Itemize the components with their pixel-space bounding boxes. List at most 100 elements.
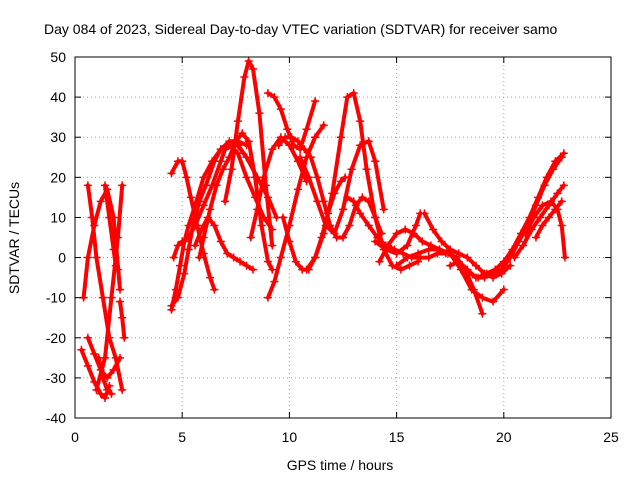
y-tick-label: 20 (50, 169, 66, 185)
data-point-marker (169, 253, 178, 262)
data-point-marker (553, 189, 562, 198)
data-point-marker (92, 253, 101, 262)
data-point-marker (176, 261, 185, 270)
data-point-marker (191, 241, 200, 250)
data-point-marker (118, 385, 127, 394)
data-point-marker (178, 237, 187, 246)
data-point-marker (396, 265, 405, 274)
axis-ticks (74, 56, 612, 419)
data-point-marker (116, 285, 125, 294)
data-point-marker (302, 265, 311, 274)
data-point-marker (420, 209, 429, 218)
data-point-marker (242, 153, 251, 162)
data-point-marker (381, 245, 390, 254)
data-point-marker (276, 105, 285, 114)
data-point-marker (255, 109, 264, 118)
data-point-marker (551, 157, 560, 166)
series-arc-10 (167, 157, 219, 294)
data-point-marker (478, 309, 487, 318)
x-tick-label: 25 (603, 429, 619, 445)
data-point-marker (546, 197, 555, 206)
data-point-marker (216, 145, 225, 154)
data-point-marker (246, 233, 255, 242)
series-arc-18 (263, 121, 328, 302)
data-point-marker (101, 181, 110, 190)
data-point-marker (248, 265, 257, 274)
data-point-marker (83, 361, 92, 370)
data-point-marker (371, 157, 380, 166)
data-point-marker (233, 117, 242, 126)
data-point-marker (349, 89, 358, 98)
data-point-marker (248, 65, 257, 74)
data-point-marker (311, 133, 320, 142)
series-arc-7 (116, 297, 129, 342)
data-point-marker (184, 245, 193, 254)
data-point-marker (328, 189, 337, 198)
data-point-marker (557, 197, 566, 206)
series-line (193, 215, 255, 272)
data-point-marker (521, 229, 530, 238)
data-point-marker (560, 253, 569, 262)
y-tick-label: 40 (50, 89, 66, 105)
data-point-marker (416, 253, 425, 262)
data-point-marker (195, 197, 204, 206)
data-point-marker (403, 241, 412, 250)
data-point-marker (403, 253, 412, 262)
data-point-marker (109, 245, 118, 254)
data-point-marker (300, 145, 309, 154)
data-point-marker (375, 257, 384, 266)
data-point-marker (218, 165, 227, 174)
data-point-marker (379, 205, 388, 214)
y-axis-title: SDTVAR / TECUs (6, 182, 22, 294)
data-point-marker (180, 269, 189, 278)
data-point-marker (101, 393, 110, 402)
data-point-marker (244, 57, 253, 66)
series-arc-23 (343, 193, 450, 262)
series-line (248, 135, 309, 240)
data-point-marker (182, 173, 191, 182)
data-point-marker (347, 165, 356, 174)
data-point-marker (414, 249, 423, 258)
x-tick-label: 15 (389, 429, 405, 445)
data-point-marker (371, 237, 380, 246)
data-point-marker (120, 333, 129, 342)
data-point-marker (107, 293, 116, 302)
data-point-marker (356, 141, 365, 150)
data-point-marker (482, 269, 491, 278)
data-point-marker (489, 297, 498, 306)
y-tick-label: 0 (58, 250, 66, 266)
data-point-marker (319, 121, 328, 130)
data-point-marker (118, 313, 127, 322)
data-point-marker (304, 173, 313, 182)
x-tick-label: 20 (496, 429, 512, 445)
data-point-marker (173, 293, 182, 302)
data-point-marker (330, 229, 339, 238)
series-arc-22 (296, 137, 388, 238)
x-tick-label: 5 (178, 429, 186, 445)
data-point-marker (96, 389, 105, 398)
data-point-marker (94, 353, 103, 362)
data-point-marker (356, 117, 365, 126)
data-point-marker (463, 253, 472, 262)
data-point-marker (467, 285, 476, 294)
data-point-marker (454, 249, 463, 258)
data-point-marker (98, 373, 107, 382)
data-point-marker (103, 385, 112, 394)
data-point-marker (227, 165, 236, 174)
series-arc-6 (101, 181, 122, 274)
data-point-marker (491, 265, 500, 274)
data-point-marker (257, 221, 266, 230)
data-point-marker (446, 245, 455, 254)
series-layer (77, 57, 569, 402)
x-tick-label: 10 (282, 429, 298, 445)
y-tick-label: -30 (46, 370, 66, 386)
data-point-marker (178, 157, 187, 166)
data-point-marker (242, 173, 251, 182)
data-point-marker (392, 229, 401, 238)
data-point-marker (83, 181, 92, 190)
data-point-marker (212, 181, 221, 190)
data-point-marker (424, 245, 433, 254)
data-point-marker (291, 257, 300, 266)
data-point-marker (118, 181, 127, 190)
